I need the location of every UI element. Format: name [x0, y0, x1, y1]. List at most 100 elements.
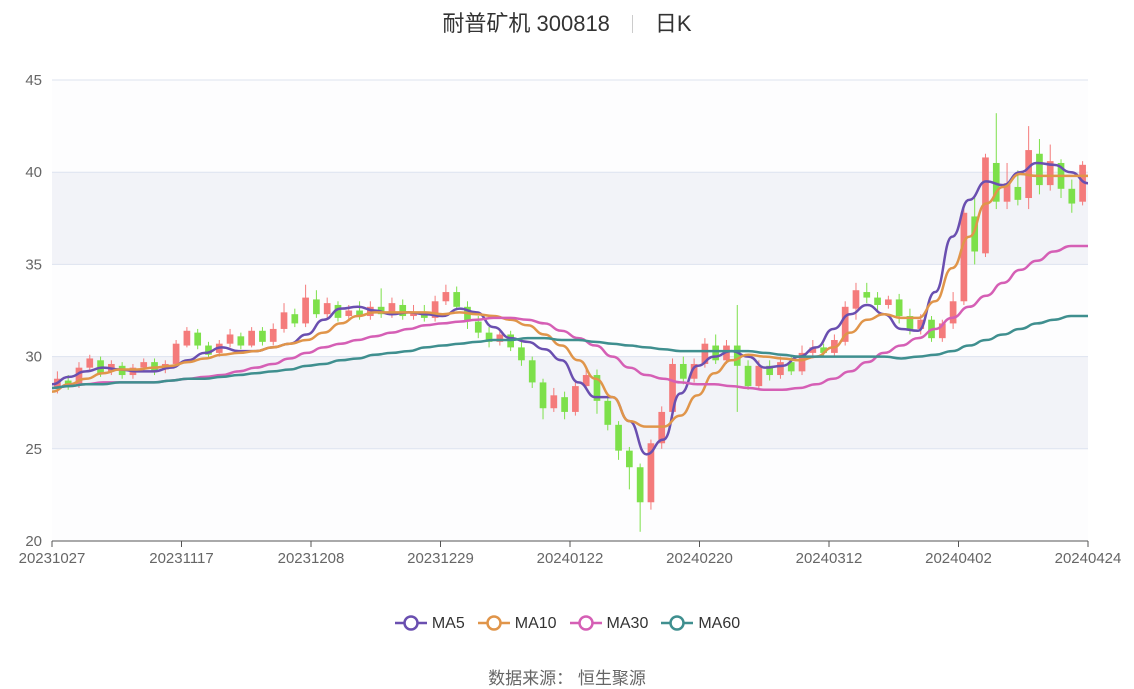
candle-up [949, 292, 957, 329]
x-tick-label: 20231229 [407, 550, 474, 567]
candle-up [269, 323, 277, 346]
background-bands [52, 80, 1088, 541]
candle-body [345, 310, 353, 317]
x-tick-label: 20231027 [19, 550, 86, 567]
candle-down [874, 292, 881, 311]
legend-marker-icon [394, 615, 427, 631]
candle-down [539, 378, 547, 420]
ma30-line [51, 244, 1088, 392]
legend-item-ma60[interactable]: MA60 [660, 614, 740, 633]
candle-down [528, 356, 536, 388]
candle-body [917, 319, 925, 329]
candle-body [75, 367, 83, 385]
candle-down [679, 356, 687, 385]
candle-up [431, 295, 439, 322]
candle-body [410, 312, 417, 317]
candle-up [982, 153, 989, 258]
candle-body [852, 290, 860, 309]
candle-down [626, 446, 633, 490]
candle-down [593, 369, 601, 414]
candle-body [820, 347, 827, 353]
candle-body [528, 360, 536, 383]
ma10-line [51, 172, 1088, 428]
candle-up [885, 295, 892, 309]
candle-down [518, 341, 525, 366]
candle-body [701, 343, 709, 364]
candle-body [399, 304, 407, 317]
candle-body [453, 292, 461, 307]
y-tick-label: 30 [25, 349, 42, 366]
candle-down [313, 290, 320, 318]
candle-body [248, 330, 255, 346]
legend-item-ma30[interactable]: MA30 [569, 614, 648, 633]
candle-body [787, 362, 795, 372]
candle-up [1046, 144, 1054, 191]
candle-body [636, 467, 644, 503]
candle-body [518, 347, 525, 361]
x-tick-label: 20240312 [796, 550, 863, 567]
legend-item-ma5[interactable]: MA5 [394, 614, 465, 633]
candle-up [280, 303, 288, 333]
candle-down [615, 421, 622, 460]
candle-body [615, 424, 622, 451]
candle-body [269, 328, 277, 342]
candle-body [992, 162, 1000, 202]
candle-body [194, 332, 202, 346]
candle-down [604, 397, 612, 431]
candle-body [205, 345, 212, 355]
candle-down [291, 308, 299, 328]
candle-down [712, 334, 720, 364]
candle-up [323, 297, 331, 318]
candle-down [766, 360, 773, 381]
candle-body [755, 365, 763, 387]
stock-name: 耐普矿机 300818 [442, 11, 610, 36]
y-axis: 20 25 30 35 40 45 [25, 72, 42, 550]
candle-body [259, 330, 266, 342]
candle-body [841, 306, 849, 342]
candle-down [453, 286, 461, 311]
candle-body [712, 345, 720, 361]
candle-down [863, 282, 871, 304]
candle-body [291, 314, 299, 324]
candle-body [388, 303, 396, 315]
candle-body [1046, 161, 1054, 186]
candle-up [550, 387, 558, 412]
legend-item-ma10[interactable]: MA10 [477, 614, 557, 633]
candle-body [733, 345, 741, 366]
candle-body [356, 310, 363, 317]
candle-body [323, 303, 331, 315]
candle-down [636, 463, 644, 532]
candle-down [1014, 170, 1022, 206]
candle-down [259, 327, 266, 346]
title-separator [631, 15, 633, 33]
candle-body [237, 336, 245, 346]
candle-body [669, 363, 676, 412]
ma5-line [51, 161, 1089, 456]
candle-body [809, 347, 817, 353]
ma60-line [51, 314, 1088, 390]
candle-body [647, 443, 655, 503]
candle-body [572, 386, 579, 412]
x-tick-label: 20240424 [1055, 550, 1122, 567]
candle-body [226, 334, 234, 344]
candle-body [626, 450, 633, 468]
candle-body [798, 352, 806, 372]
candle-body [777, 362, 784, 376]
candle-up [183, 327, 191, 348]
candle-body [1068, 188, 1076, 204]
period-label: 日K [654, 11, 692, 36]
candle-up [442, 284, 450, 305]
y-tick-label: 45 [25, 72, 42, 89]
candle-body [1003, 183, 1011, 202]
chart-title: 耐普矿机 300818 日K [0, 6, 1134, 38]
candle-body [593, 375, 601, 401]
candle-body [313, 299, 320, 315]
candle-body [302, 297, 309, 324]
candle-body [744, 365, 752, 387]
candle-up [248, 327, 255, 348]
candle-body [766, 365, 773, 376]
x-tick-label: 20231117 [149, 550, 214, 567]
candle-down [399, 299, 407, 320]
candle-body [334, 304, 342, 318]
candle-down [744, 360, 752, 390]
